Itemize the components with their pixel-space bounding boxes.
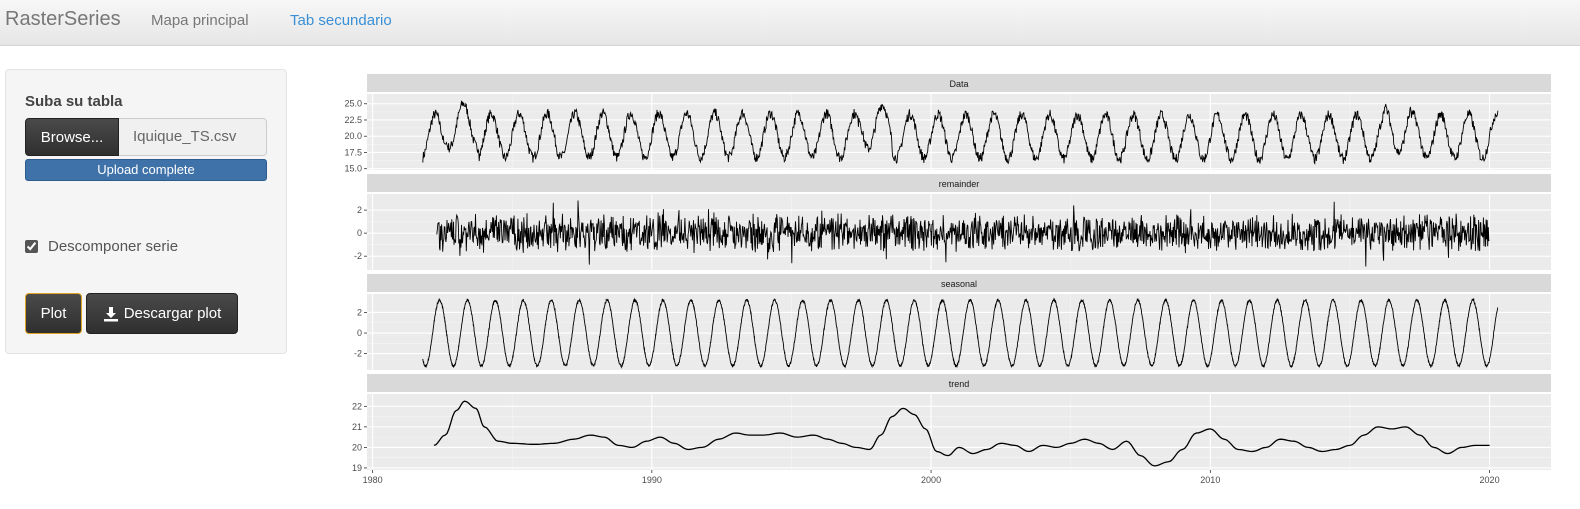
y-tick-label: -2	[354, 251, 362, 261]
download-plot-label: Descargar plot	[124, 305, 222, 322]
facet-strip-label: seasonal	[941, 279, 977, 289]
y-tick-label: 0	[357, 328, 362, 338]
y-tick-label: 19	[352, 463, 362, 473]
y-tick-label: 0	[357, 228, 362, 238]
navbar: RasterSeries Mapa principal Tab secundar…	[0, 0, 1580, 46]
plot-button[interactable]: Plot	[25, 293, 82, 334]
y-tick-label: 20	[352, 442, 362, 452]
y-tick-label: 22.5	[344, 115, 362, 125]
y-tick-label: 15.0	[344, 164, 362, 174]
y-tick-label: 2	[357, 205, 362, 215]
decomposition-chart: Data 15.0 17.5 20.0 22.5 25.0 remainder -2 0 2 sea…	[330, 68, 1555, 488]
descomponer-checkbox-row[interactable]: Descomponer serie	[25, 236, 178, 256]
y-tick-label: 2	[357, 307, 362, 317]
x-tick-label: 2000	[921, 475, 941, 485]
sidebar-panel: Suba su tabla Browse... Iquique_TS.csv U…	[5, 69, 287, 354]
download-icon	[103, 306, 119, 322]
upload-progress-bar: Upload complete	[25, 159, 267, 181]
x-tick-label: 2020	[1480, 475, 1500, 485]
app-brand[interactable]: RasterSeries	[5, 8, 121, 31]
descomponer-label: Descomponer serie	[48, 238, 178, 255]
x-tick-label: 2010	[1200, 475, 1220, 485]
y-tick-label: -2	[354, 349, 362, 359]
descomponer-checkbox[interactable]	[25, 240, 38, 253]
x-tick-label: 1980	[363, 475, 383, 485]
y-tick-label: 25.0	[344, 99, 362, 109]
file-name-field[interactable]: Iquique_TS.csv	[119, 118, 267, 156]
y-tick-label: 20.0	[344, 131, 362, 141]
facet-strip-label: Data	[949, 79, 968, 89]
facet-strip-label: trend	[949, 379, 970, 389]
download-plot-button[interactable]: Descargar plot	[86, 293, 238, 334]
panel-background	[367, 394, 1551, 470]
browse-button[interactable]: Browse...	[25, 118, 119, 156]
tab-secundario[interactable]: Tab secundario	[290, 12, 392, 29]
y-tick-label: 22	[352, 401, 362, 411]
upload-title: Suba su tabla	[25, 93, 123, 110]
facet-strip-label: remainder	[939, 179, 980, 189]
x-tick-label: 1990	[642, 475, 662, 485]
y-tick-label: 17.5	[344, 147, 362, 157]
y-tick-label: 21	[352, 422, 362, 432]
panel-background	[367, 94, 1551, 170]
tab-mapa-principal[interactable]: Mapa principal	[151, 12, 249, 29]
